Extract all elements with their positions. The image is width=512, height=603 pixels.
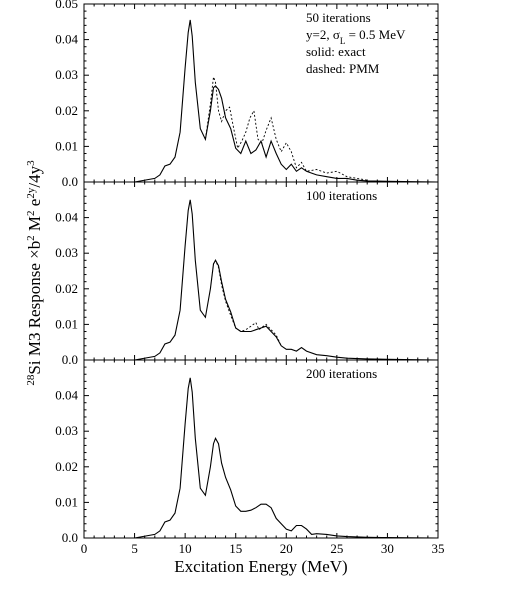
- y-tick-label: 0.03: [55, 423, 78, 438]
- series-line-pmm: [204, 76, 368, 181]
- x-tick-label: 0: [81, 541, 88, 556]
- series-line-pmm: [209, 259, 282, 346]
- x-tick-label: 20: [280, 541, 293, 556]
- panel-1: 0.0 0.01 0.02 0.03 0.04 0.05 50 iterations y=2,…: [55, 0, 439, 189]
- x-tick-label: 30: [381, 541, 394, 556]
- y-tick-label: 0.04: [55, 388, 78, 403]
- y-tick-label: 0.05: [55, 0, 78, 11]
- x-tick-label: 35: [432, 541, 445, 556]
- panel-frame: [83, 359, 439, 539]
- y-tick-label: 0.03: [55, 67, 78, 82]
- y-tick-label: 0.01: [55, 494, 78, 509]
- y-tick-label: 0.0: [62, 530, 78, 545]
- y-tick-label: 0.02: [55, 281, 78, 296]
- y-tick-label: 0.04: [55, 210, 78, 225]
- panel-annotation: 200 iterations: [306, 366, 377, 381]
- y-tick-label: 0.02: [55, 103, 78, 118]
- panel-annotation: y=2, σL = 0.5 MeV: [306, 27, 406, 46]
- y-tick-label: 0.0: [62, 352, 78, 367]
- panel-annotation: 50 iterations: [306, 10, 371, 25]
- y-tick-label: 0.02: [55, 459, 78, 474]
- panel-annotation: 100 iterations: [306, 188, 377, 203]
- panel-2: 0.0 0.01 0.02 0.03 0.04 100 iterations: [55, 181, 439, 367]
- series-line-exact: [84, 19, 439, 183]
- y-tick-label: 0.03: [55, 245, 78, 260]
- y-tick-label: 0.0: [62, 174, 78, 189]
- panel-annotation: solid: exact: [306, 44, 366, 59]
- x-tick-label: 5: [131, 541, 138, 556]
- x-tick-label: 25: [330, 541, 343, 556]
- panel-frame: [83, 181, 439, 361]
- panel-3: 0.0 0.01 0.02 0.03 0.04 0 5 10 15 20 25 30 35 200 ite…: [55, 359, 445, 556]
- series-line-exact: [84, 199, 439, 361]
- y-tick-label: 0.04: [55, 32, 78, 47]
- x-tick-label: 10: [179, 541, 192, 556]
- y-tick-label: 0.01: [55, 138, 78, 153]
- panel-annotation: dashed: PMM: [306, 61, 380, 76]
- y-axis-title: 28Si M3 Response ×b2 M2 e2y/4y3: [25, 160, 44, 386]
- series-line-exact: [84, 377, 439, 539]
- x-tick-label: 15: [229, 541, 242, 556]
- x-axis-title: Excitation Energy (MeV): [174, 557, 347, 576]
- y-tick-label: 0.01: [55, 316, 78, 331]
